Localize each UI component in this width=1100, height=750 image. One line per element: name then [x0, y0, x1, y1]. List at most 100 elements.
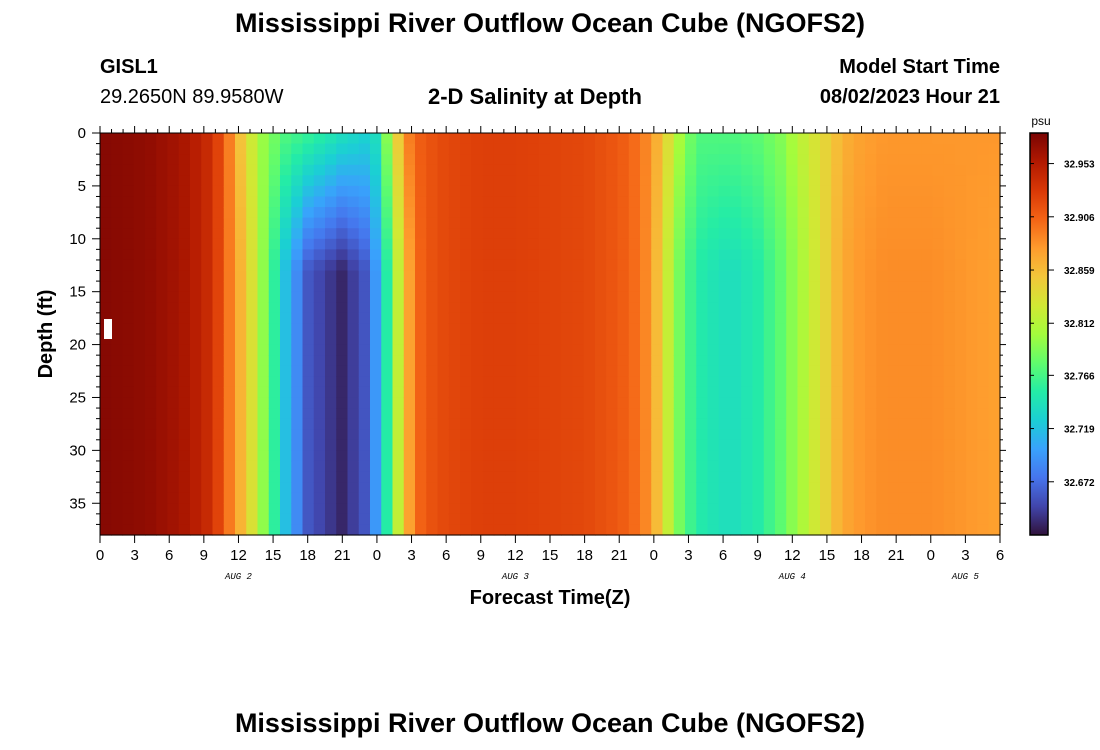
heatmap-cell [932, 238, 945, 250]
heatmap-cell [865, 524, 877, 536]
heatmap-cell [606, 450, 619, 462]
heatmap-cell [707, 482, 720, 494]
heatmap-cell [943, 154, 956, 166]
heatmap-cell [190, 513, 202, 526]
heatmap-cell [628, 397, 641, 409]
heatmap-cell [448, 503, 461, 515]
heatmap-cell [223, 524, 236, 536]
heatmap-cell [921, 154, 934, 166]
heatmap-cell [673, 408, 686, 420]
heatmap-cell [561, 429, 574, 441]
heatmap-cell [403, 524, 416, 536]
heatmap-cell [707, 281, 720, 293]
heatmap-cell [910, 524, 922, 536]
heatmap-cell [313, 429, 326, 441]
heatmap-cell [718, 450, 731, 462]
heatmap-cell [448, 344, 461, 356]
heatmap-cell [696, 249, 709, 261]
heatmap-cell [910, 154, 922, 166]
heatmap-cell [853, 418, 866, 430]
heatmap-cell [910, 503, 922, 515]
heatmap-cell [358, 334, 371, 346]
heatmap-cell [831, 259, 844, 272]
heatmap-cell [223, 365, 236, 377]
heatmap-cell [662, 408, 675, 420]
heatmap-cell [673, 154, 686, 166]
heatmap-cell [325, 376, 337, 388]
heatmap-cell [178, 196, 191, 208]
heatmap-cell [561, 482, 574, 494]
heatmap-cell [133, 270, 146, 282]
heatmap-cell [730, 334, 742, 346]
heatmap-cell [538, 228, 551, 240]
heatmap-cell [763, 270, 776, 282]
heatmap-cell [966, 355, 979, 367]
heatmap-cell [358, 418, 371, 430]
heatmap-cell [167, 376, 180, 388]
x-tick-label: 18 [299, 547, 316, 564]
heatmap-cell [853, 450, 866, 462]
heatmap-cell [853, 185, 866, 198]
heatmap-cell [448, 154, 461, 166]
heatmap-cell [111, 418, 124, 430]
heatmap-cell [325, 228, 337, 240]
heatmap-cell [550, 503, 562, 515]
heatmap-cell [392, 154, 405, 166]
heatmap-cell [505, 492, 517, 504]
heatmap-cell [943, 249, 956, 261]
heatmap-cell [853, 281, 866, 293]
heatmap-cell [201, 249, 214, 261]
colorbar-tick-label: 32.953 [1064, 160, 1095, 171]
heatmap-cell [471, 408, 484, 420]
heatmap-cell [190, 397, 202, 409]
heatmap-cell [280, 439, 292, 451]
heatmap-cell [426, 270, 439, 282]
heatmap-cell [415, 439, 427, 451]
heatmap-cell [932, 154, 945, 166]
heatmap-cell [808, 249, 821, 261]
heatmap-cell [628, 207, 641, 219]
heatmap-cell [685, 196, 697, 208]
heatmap-cell [628, 143, 641, 155]
heatmap-cell [640, 154, 652, 166]
heatmap-cell [415, 175, 427, 187]
heatmap-cell [932, 302, 945, 314]
heatmap-cell [257, 238, 270, 250]
heatmap-cell [178, 291, 191, 303]
heatmap-cell [606, 207, 619, 219]
heatmap-cell [370, 259, 382, 272]
heatmap-cell [392, 185, 405, 198]
heatmap-cell [111, 376, 124, 388]
heatmap-cell [988, 164, 1001, 176]
heatmap-cell [932, 323, 945, 335]
heatmap-cell [943, 143, 956, 155]
heatmap-cell [943, 133, 956, 145]
heatmap-cell [808, 196, 821, 208]
heatmap-cell [201, 259, 214, 272]
heatmap-cell [730, 513, 742, 526]
heatmap-cell [471, 302, 484, 314]
heatmap-cell [370, 376, 382, 388]
colorbar-tick-label: 32.859 [1064, 266, 1095, 277]
heatmap-cell [685, 281, 697, 293]
heatmap-cell [201, 228, 214, 240]
heatmap-cell [741, 418, 754, 430]
heatmap-cell [471, 164, 484, 176]
heatmap-cell [876, 460, 889, 473]
heatmap-cell [820, 291, 832, 303]
heatmap-cell [392, 249, 405, 261]
heatmap-cell [302, 376, 315, 388]
heatmap-cell [482, 482, 495, 494]
heatmap-cell [516, 386, 529, 399]
heatmap-cell [538, 302, 551, 314]
heatmap-cell [100, 185, 112, 198]
heatmap-cell [831, 196, 844, 208]
heatmap-cell [381, 270, 394, 282]
heatmap-cell [741, 334, 754, 346]
heatmap-cell [673, 524, 686, 536]
heatmap-cell [336, 450, 349, 462]
heatmap-cell [381, 355, 394, 367]
heatmap-cell [696, 238, 709, 250]
heatmap-cell [370, 133, 382, 145]
heatmap-cell [651, 344, 664, 356]
